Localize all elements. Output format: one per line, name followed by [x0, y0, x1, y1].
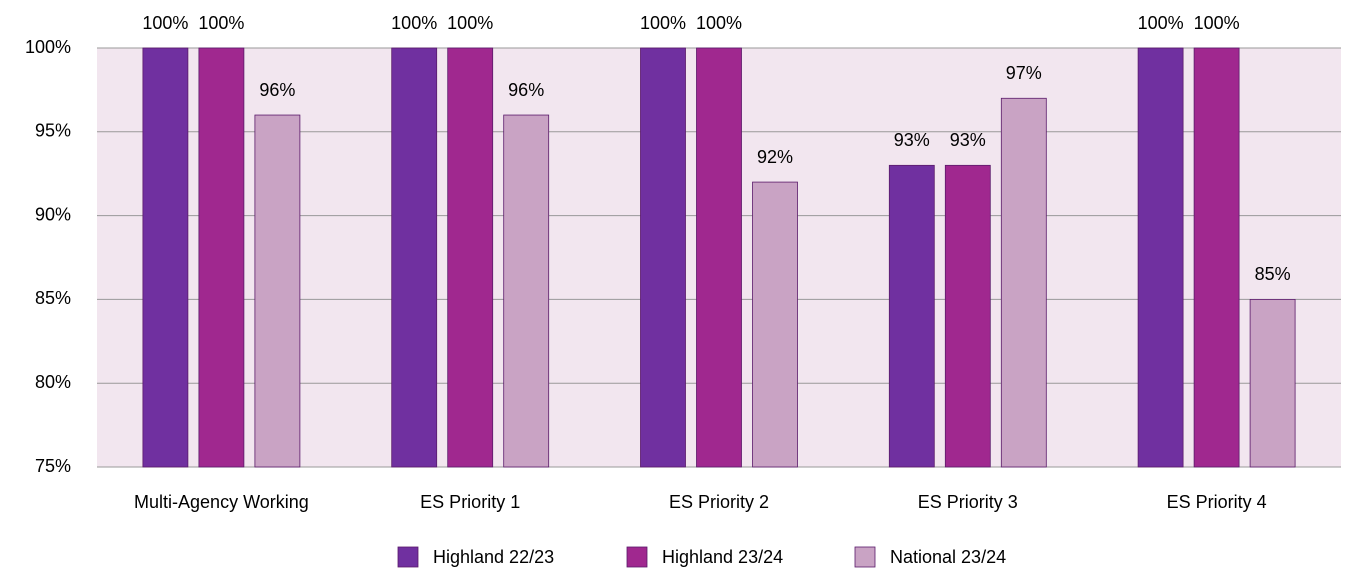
bar [391, 47, 438, 468]
y-tick-label: 100% [25, 37, 71, 57]
legend-swatch [397, 546, 419, 568]
bar [198, 47, 245, 468]
x-tick-label: ES Priority 1 [420, 492, 520, 512]
data-label: 93% [950, 130, 986, 150]
bar [888, 164, 935, 468]
legend-label: National 23/24 [890, 547, 1006, 567]
y-tick-label: 90% [35, 204, 71, 224]
data-label: 100% [391, 13, 437, 33]
data-label: 100% [1194, 13, 1240, 33]
bar [696, 47, 742, 468]
data-label: 100% [142, 13, 188, 33]
legend-label: Highland 23/24 [662, 547, 783, 567]
bar [142, 47, 189, 468]
x-tick-label: ES Priority 2 [669, 492, 769, 512]
x-tick-label: Multi-Agency Working [134, 492, 309, 512]
y-tick-label: 75% [35, 456, 71, 476]
x-tick-label: ES Priority 3 [918, 492, 1018, 512]
data-label: 100% [447, 13, 493, 33]
y-tick-label: 95% [35, 121, 71, 141]
legend-swatch [854, 546, 876, 568]
data-label: 100% [640, 13, 686, 33]
x-tick-label: ES Priority 4 [1167, 492, 1267, 512]
data-label: 85% [1255, 264, 1291, 284]
bar [944, 164, 991, 468]
data-label: 96% [508, 80, 544, 100]
y-tick-label: 85% [35, 288, 71, 308]
bar [1000, 97, 1047, 468]
data-label: 97% [1006, 63, 1042, 83]
data-label: 100% [696, 13, 742, 33]
data-label: 92% [757, 147, 793, 167]
bar [1193, 47, 1240, 468]
legend-label: Highland 22/23 [433, 547, 554, 567]
bar [640, 47, 686, 468]
bar [447, 47, 494, 468]
y-tick-label: 80% [35, 372, 71, 392]
bar [1137, 47, 1184, 468]
legend-swatch [626, 546, 648, 568]
bar [752, 181, 798, 468]
data-label: 100% [1138, 13, 1184, 33]
bar [503, 114, 550, 468]
data-label: 96% [259, 80, 295, 100]
data-label: 93% [894, 130, 930, 150]
bar [254, 114, 301, 468]
bar [1249, 298, 1296, 468]
data-label: 100% [198, 13, 244, 33]
